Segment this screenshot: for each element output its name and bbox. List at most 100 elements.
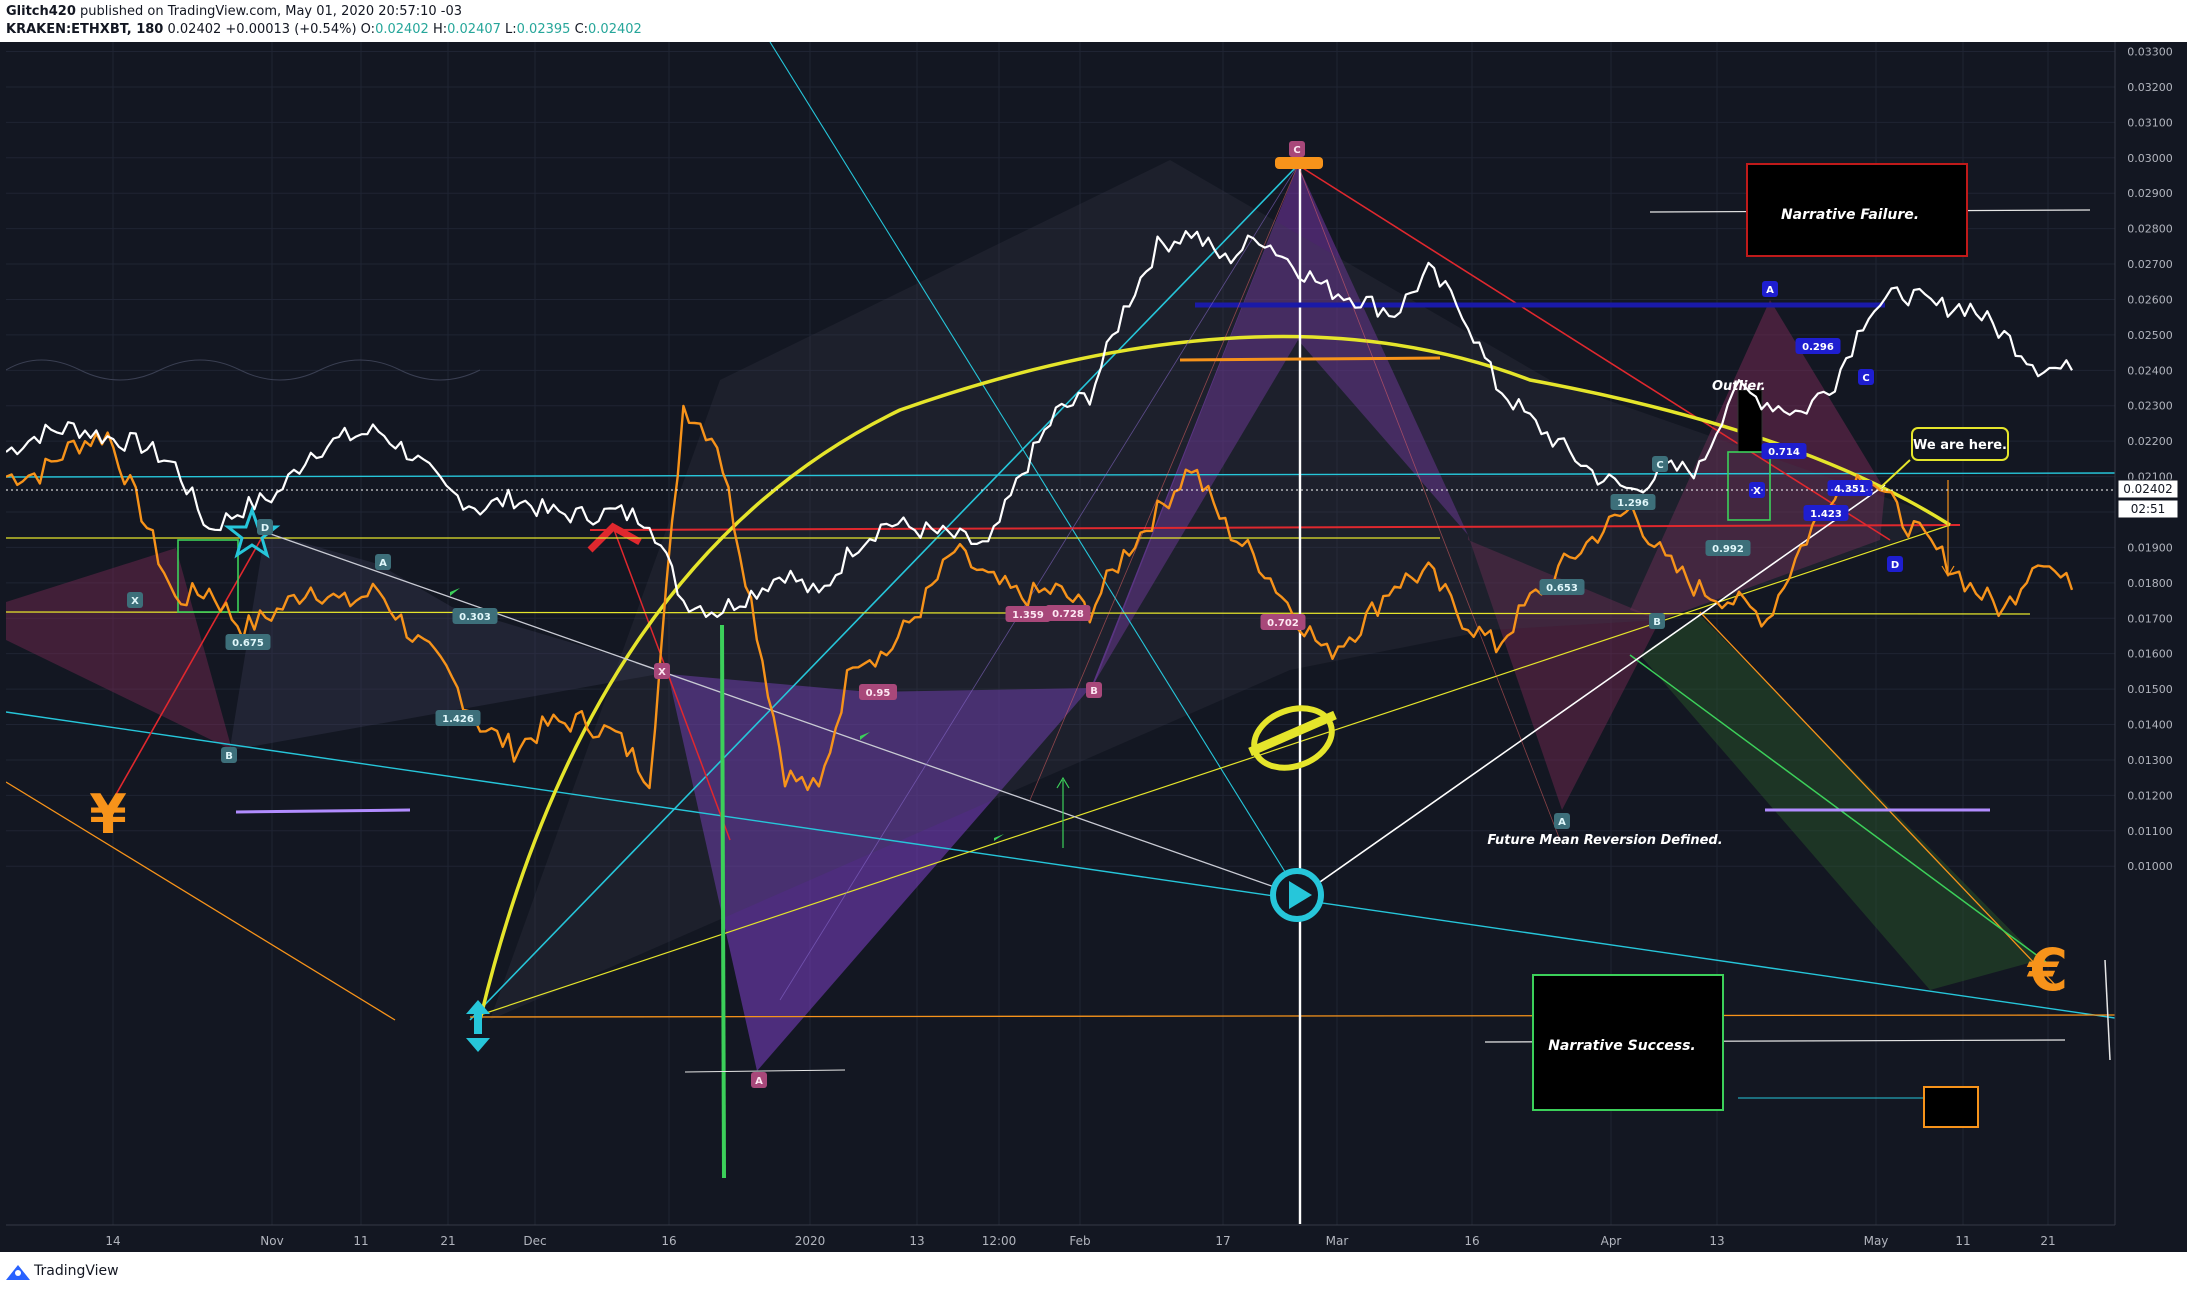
- harmonic-pattern-fill-gray: [230, 532, 670, 750]
- narrative-failure-box[interactable]: [1746, 163, 1968, 257]
- pattern-label: B: [225, 751, 233, 762]
- chart-header: Glitch420 published on TradingView.com, …: [0, 0, 2187, 42]
- publish-info: Glitch420 published on TradingView.com, …: [6, 4, 462, 19]
- symbol-info: KRAKEN:ETHXBT, 180 0.02402 +0.00013 (+0.…: [6, 22, 642, 37]
- faint-wave: [6, 359, 481, 381]
- pattern-label: 4.351: [1834, 484, 1866, 495]
- close-value: 0.02402: [588, 22, 642, 37]
- harmonic-pattern-fill-pink: [1468, 535, 1660, 810]
- pattern-label-bg: [1086, 682, 1102, 698]
- pattern-label: B: [1090, 686, 1098, 697]
- y-tick-label: 0.02300: [2127, 400, 2173, 413]
- y-tick-label: 0.02400: [2127, 364, 2173, 377]
- high-label: H:: [432, 22, 448, 37]
- pattern-label: X: [1753, 486, 1761, 497]
- white-line-right: [2104, 959, 2111, 1061]
- orange-box[interactable]: [1923, 1086, 1979, 1128]
- pattern-label: 0.728: [1052, 609, 1084, 620]
- outlier-text: Outlier.: [1712, 379, 1766, 394]
- cyan-long-trend-line: [6, 711, 2115, 1019]
- purple-horizontal-left: [235, 808, 411, 814]
- y-tick-label: 0.02600: [2127, 293, 2173, 306]
- cyan-rising-line: [469, 164, 1299, 1021]
- white-price-series: [6, 230, 2073, 618]
- x-tick-label: 16: [661, 1234, 676, 1248]
- symbol-label[interactable]: KRAKEN:ETHXBT, 180: [6, 22, 164, 37]
- low-label: L:: [505, 22, 517, 37]
- price-badge-value: 0.02402: [2123, 482, 2173, 496]
- orange-horizontal-support: [469, 1014, 2115, 1018]
- pattern-label-bg: [435, 710, 481, 726]
- price-chart[interactable]: Narrative Failure. Narrative Success. Ou…: [0, 42, 2187, 1252]
- x-tick-label: 12:00: [982, 1234, 1017, 1248]
- low-value: 0.02395: [516, 22, 571, 37]
- harmonic-pattern-fill-purple-1: [668, 674, 1090, 1071]
- orange-trend-line: [6, 781, 396, 1021]
- y-tick-label: 0.01700: [2127, 612, 2173, 625]
- pattern-label-bg: [1260, 614, 1306, 630]
- cyan-horizontal-line: [6, 472, 2115, 478]
- play-circle-icon[interactable]: [1270, 868, 1324, 922]
- pattern-label: 0.95: [866, 688, 891, 699]
- pattern-label: A: [755, 1076, 763, 1087]
- pattern-label-bg: [1887, 556, 1903, 572]
- narrative-success-text: Narrative Success.: [1548, 1038, 1696, 1054]
- orange-marker: [1275, 157, 1323, 169]
- pattern-label-bg: [1803, 505, 1849, 521]
- open-value: 0.02402: [375, 22, 429, 37]
- pink-thin-line-2: [1029, 164, 1299, 801]
- x-axis[interactable]: 14 Nov 11 21 Dec 16 2020 13 12:00 Feb 17 Mar 16 Apr 13…: [105, 1234, 2055, 1248]
- pattern-label-bg: [1649, 613, 1665, 629]
- we-are-here-callout[interactable]: [1879, 427, 2009, 489]
- pattern-label-bg: [221, 747, 237, 763]
- y-tick-label: 0.03300: [2127, 46, 2173, 59]
- pattern-label: 1.296: [1617, 498, 1649, 509]
- green-arrow-up: [1056, 776, 1070, 848]
- pattern-label: 0.702: [1267, 618, 1299, 629]
- green-flag-icon: [994, 834, 1004, 841]
- y-tick-label: 0.01100: [2127, 825, 2173, 838]
- green-flag-icon-2: [450, 588, 460, 596]
- pattern-label: 0.653: [1546, 583, 1578, 594]
- narrative-failure-text: Narrative Failure.: [1781, 207, 1919, 223]
- x-tick-label: 13: [1709, 1234, 1724, 1248]
- red-drop-line: [612, 526, 731, 841]
- pattern-label: A: [379, 558, 387, 569]
- drawings-layer: Narrative Failure. Narrative Success. Ou…: [6, 42, 2115, 1224]
- red-descending-line: [1297, 164, 1891, 541]
- outlier-box[interactable]: [1737, 389, 1763, 453]
- pattern-label-bg: [225, 634, 271, 650]
- x-tick-label: 17: [1215, 1234, 1230, 1248]
- narrative-success-box[interactable]: [1532, 974, 1724, 1111]
- publisher-name[interactable]: Glitch420: [6, 4, 76, 19]
- pattern-label-bg: [1289, 141, 1305, 157]
- y-tick-label: 0.01000: [2127, 860, 2173, 873]
- price-change: +0.00013 (+0.54%): [225, 22, 357, 37]
- open-label: O:: [360, 22, 376, 37]
- green-box-right: [1727, 451, 1771, 521]
- y-tick-label: 0.03200: [2127, 81, 2173, 94]
- white-falling-line: [264, 531, 1301, 897]
- pattern-label-bg: [1652, 456, 1668, 472]
- brand-name[interactable]: TradingView: [34, 1263, 119, 1279]
- tradingview-logo-icon[interactable]: [6, 1262, 30, 1280]
- pattern-label: X: [131, 596, 139, 607]
- close-label: C:: [574, 22, 589, 37]
- we-are-here-text: We are here.: [1913, 438, 2007, 453]
- orange-diagonal: [1699, 611, 2061, 991]
- pattern-label-bg: [257, 519, 273, 535]
- y-tick-label: 0.01500: [2127, 683, 2173, 696]
- harmonic-pattern-fill-purple-2: [1090, 165, 1298, 690]
- white-rising-line: [1299, 484, 1886, 897]
- price-badge: 0.02402 02:51: [2117, 479, 2179, 519]
- x-tick-label: 11: [353, 1234, 368, 1248]
- y-tick-label: 0.03100: [2127, 116, 2173, 129]
- pattern-label-bg: [1005, 606, 1051, 622]
- green-box-left: [177, 539, 239, 613]
- pattern-label: B: [1653, 617, 1661, 628]
- orange-arrow-down: [1941, 480, 1955, 578]
- y-axis[interactable]: 0.03300 0.03200 0.03100 0.03000 0.02900 0.028…: [2127, 46, 2173, 874]
- pattern-label-bg: [1554, 813, 1570, 829]
- green-flag-icon-3: [860, 732, 870, 740]
- future-mean-text: Future Mean Reversion Defined.: [1487, 833, 1722, 848]
